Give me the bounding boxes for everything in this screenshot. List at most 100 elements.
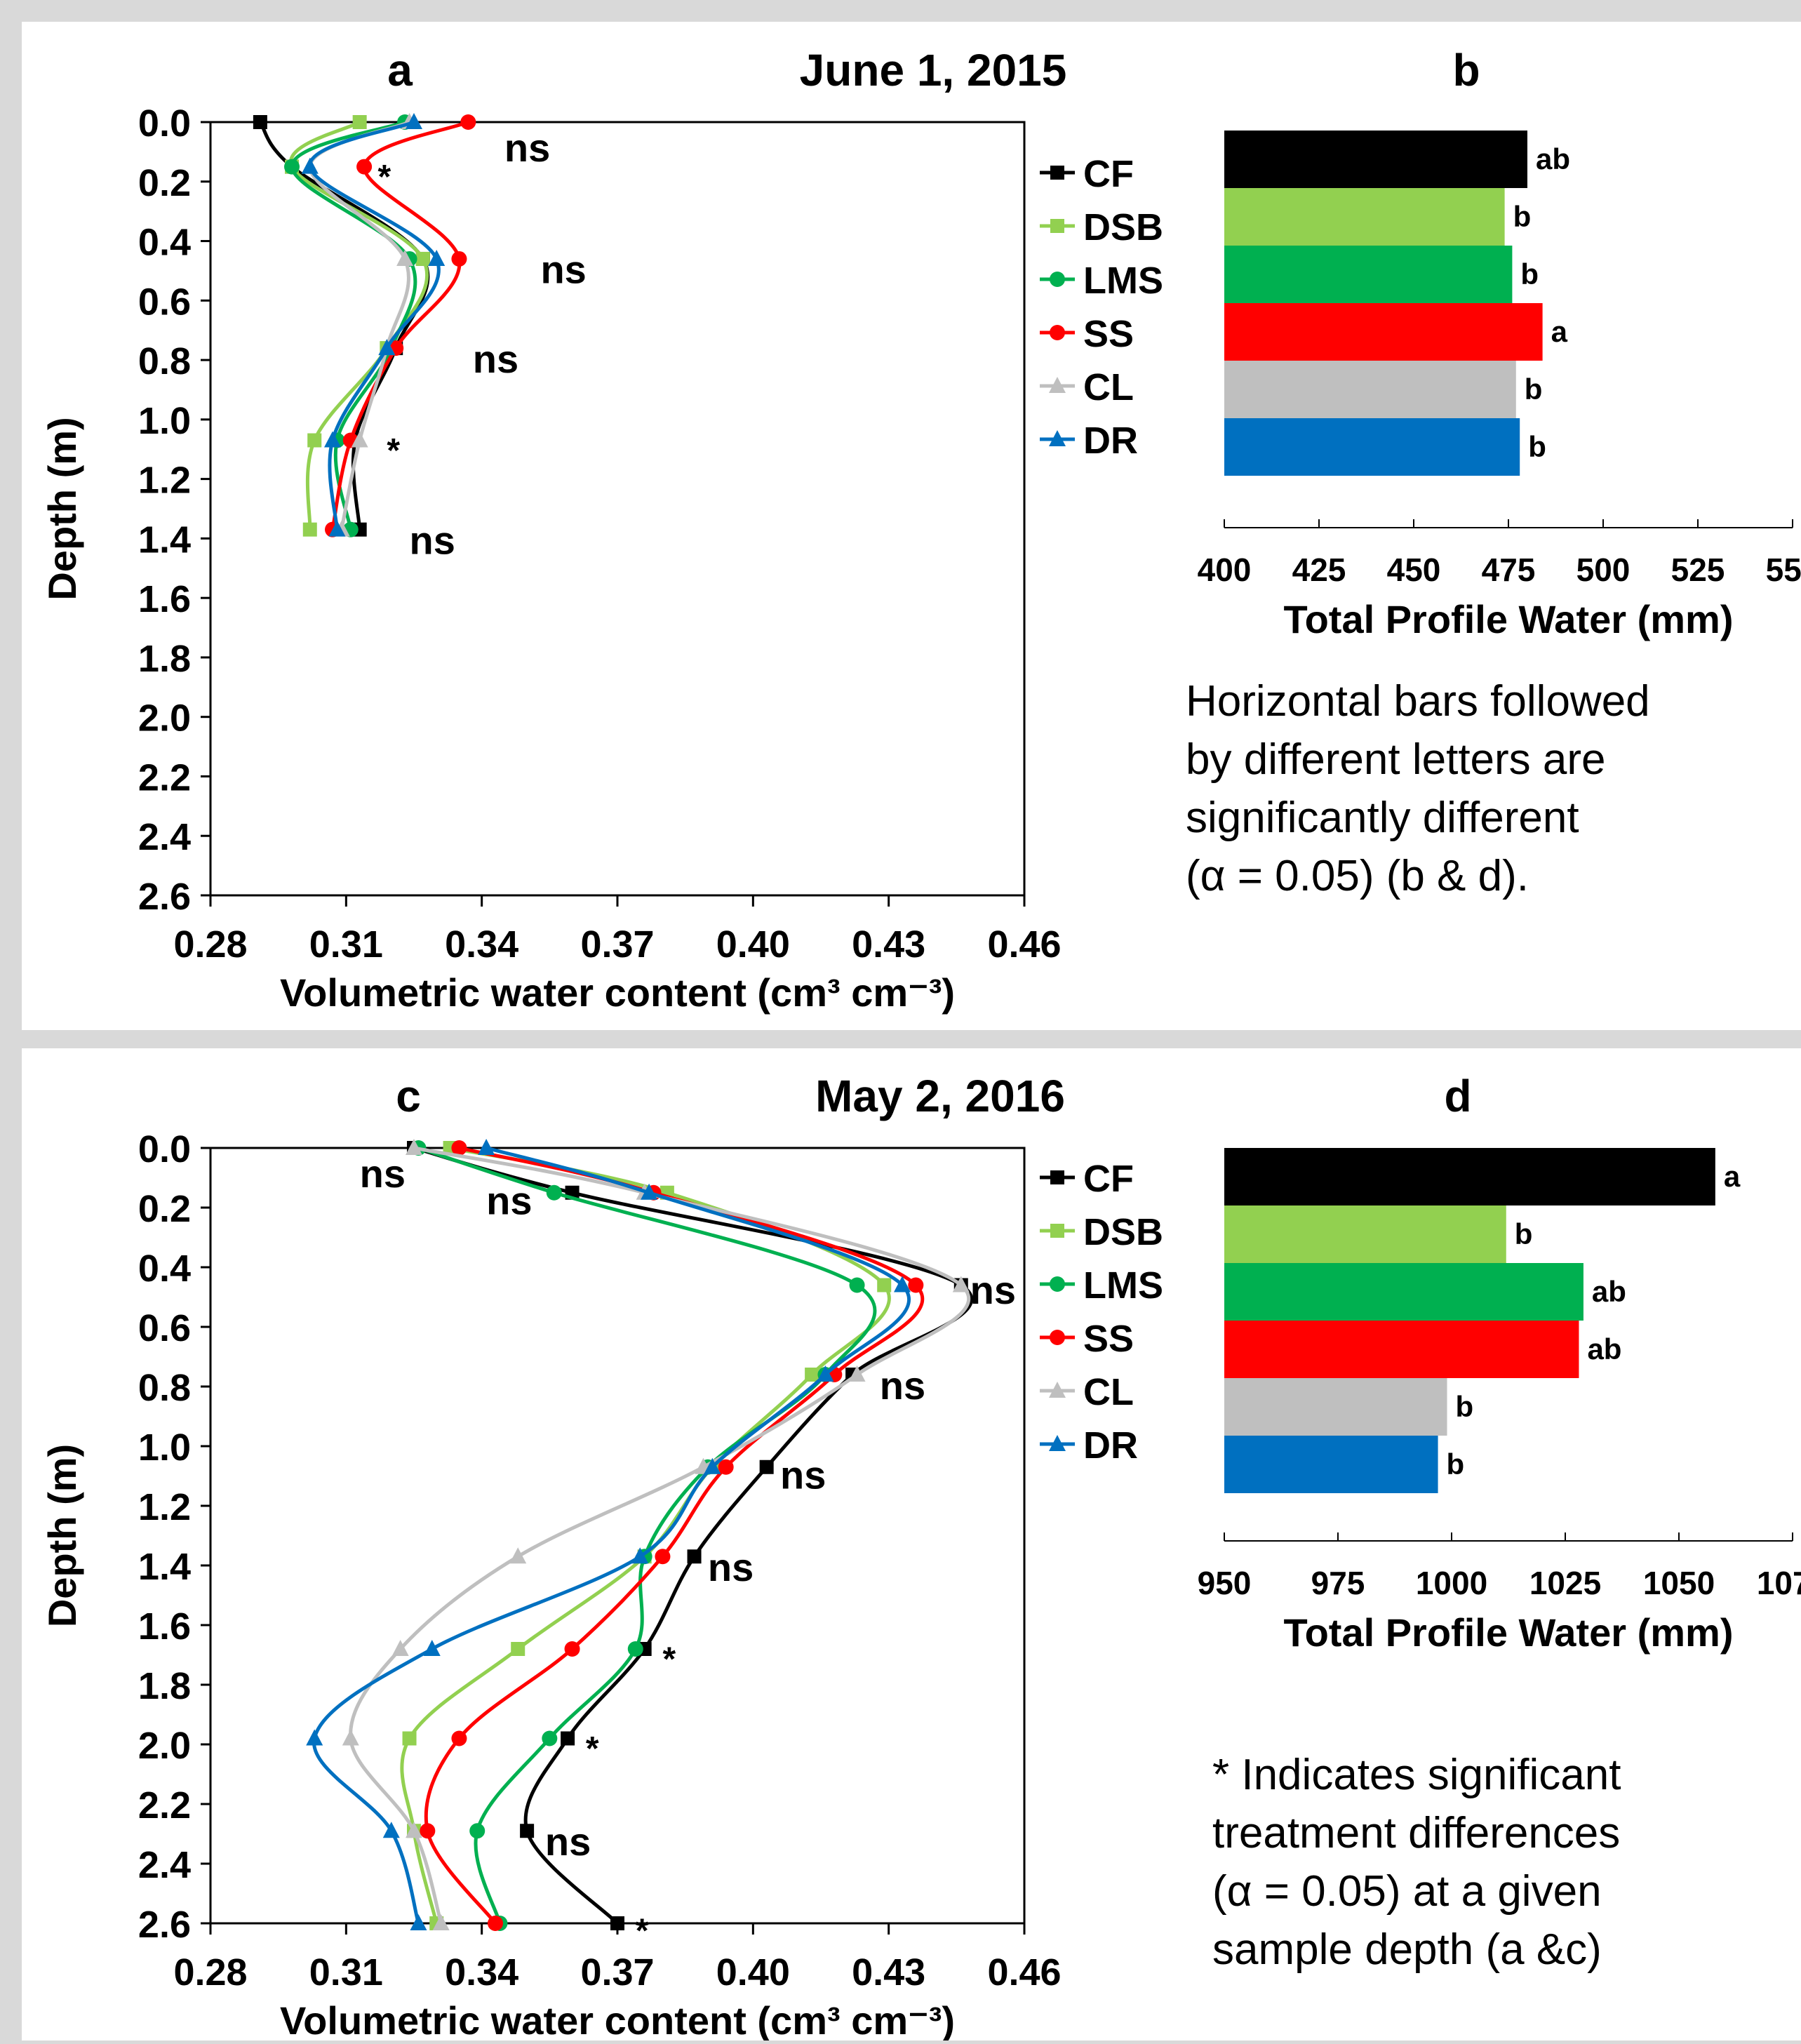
panel-c-data-point-dr: [704, 1457, 721, 1474]
panel-a-xtick-label: 0.31: [309, 923, 383, 966]
panel-b-xtick-label: 400: [1198, 552, 1252, 588]
panel-c-data-point-cl: [952, 1276, 970, 1292]
panel-c-xtick-label: 0.28: [173, 1951, 247, 1993]
panel-a-ytick-label: 1.8: [138, 638, 191, 680]
panel-a-legend-marker-dr: [1049, 430, 1066, 446]
star-note-line-4: sample depth (a &c): [1212, 1925, 1602, 1974]
panel-d-bar-label-dsb: b: [1515, 1217, 1533, 1250]
panel-c-ytick-label: 2.6: [138, 1904, 191, 1946]
bar-note: Horizontal bars followed by different le…: [1186, 677, 1650, 900]
panel-a-data-point-dsb: [352, 115, 367, 129]
panel-a-ytick-label: 2.0: [138, 697, 191, 740]
panel-a-data-point-ss: [460, 114, 476, 130]
panel-a-ytick-label: 0.2: [138, 162, 191, 204]
panel-c-ytick-label: 1.6: [138, 1605, 191, 1648]
panel-b-letter: b: [1452, 45, 1480, 95]
panel-d-bar-label-lms: ab: [1592, 1275, 1626, 1308]
panel-d-bar-cl: [1224, 1378, 1447, 1436]
panel-c-ytick-label: 2.4: [138, 1844, 191, 1886]
panel-a-data-point-dsb: [415, 251, 430, 266]
panel-a-xtick-label: 0.43: [852, 923, 925, 966]
panel-c-data-point-cf: [561, 1731, 575, 1746]
panel-c-legend-label-cl: CL: [1083, 1371, 1134, 1413]
panel-c-data-point-dr: [478, 1139, 495, 1155]
panel-d-xtick-label: 1000: [1416, 1565, 1487, 1601]
panel-c-legend-marker-cl: [1049, 1382, 1066, 1398]
star-note-line-3: (α = 0.05) at a given: [1212, 1867, 1602, 1916]
panel-a-annotation: ns: [473, 337, 518, 381]
panel-a-annotation: *: [387, 432, 400, 469]
panel-b-bar-ss: [1224, 303, 1543, 361]
panel-b-bar-label-lms: b: [1520, 258, 1539, 290]
panel-b-xtick-label: 525: [1671, 552, 1725, 588]
panel-c-legend-label-lms: LMS: [1083, 1264, 1163, 1307]
panel-c-legend-marker-dr: [1049, 1435, 1066, 1451]
panel-a-annotation: ns: [504, 126, 550, 170]
panel-a-legend-marker-lms: [1050, 272, 1065, 287]
bar-note-line-3: significantly different: [1186, 794, 1579, 842]
panel-c-data-point-dsb: [805, 1368, 819, 1382]
panel-c-data-point-lms: [849, 1277, 865, 1293]
panel-a-ytick-label: 2.2: [138, 756, 191, 799]
panel-d-bar-dsb: [1224, 1205, 1506, 1263]
panel-b-xtick-label: 500: [1576, 552, 1631, 588]
panel-c-data-point-dr: [894, 1276, 911, 1292]
panel-a-legend-label-lms: LMS: [1083, 260, 1163, 302]
panel-b-x-axis-label: Total Profile Water (mm): [1284, 597, 1734, 641]
panel-a-annotation: ns: [540, 248, 586, 292]
panel-a-legend-marker-ss: [1050, 325, 1065, 340]
panel-b-bar-label-ss: a: [1551, 315, 1568, 348]
panel-c-data-point-lms: [542, 1730, 558, 1746]
panel-c-data-point-cl: [509, 1547, 527, 1564]
panel-c-ytick-label: 2.0: [138, 1725, 191, 1767]
panel-c-data-point-ss: [655, 1549, 671, 1565]
panel-a-xtick-label: 0.34: [445, 923, 518, 966]
panel-a-annotation: *: [377, 159, 391, 196]
panel-d-bar-label-dr: b: [1447, 1448, 1465, 1481]
panel-b-bar-label-cl: b: [1525, 373, 1543, 406]
star-note-line-1: * Indicates significant: [1212, 1751, 1621, 1799]
panel-c-legend-label-cf: CF: [1083, 1158, 1134, 1200]
panel-c-ytick-label: 2.2: [138, 1784, 191, 1826]
panel-b-xtick-label: 450: [1387, 552, 1441, 588]
panel-a-ytick-label: 1.4: [138, 519, 191, 561]
panel-c-data-point-ss: [488, 1916, 503, 1931]
panel-d-bar-lms: [1224, 1263, 1584, 1321]
panel-a-ytick-label: 0.6: [138, 281, 191, 323]
panel-c-ytick-label: 1.0: [138, 1427, 191, 1469]
panel-c-data-point-ss: [564, 1641, 580, 1657]
panel-a-y-axis-label: Depth (m): [40, 417, 84, 600]
panel-a-xtick-label: 0.40: [716, 923, 790, 966]
panel-d-bar-ss: [1224, 1321, 1579, 1378]
panel-b-xtick-label: 425: [1292, 552, 1346, 588]
panel-a-data-point-dr: [378, 339, 396, 356]
panel-a-ytick-label: 2.6: [138, 876, 191, 918]
panel-c-data-point-ss: [451, 1730, 467, 1746]
panel-c-data-point-cl: [342, 1729, 359, 1746]
panel-c-annotation: ns: [970, 1268, 1016, 1312]
panel-a-data-point-ss: [356, 159, 373, 175]
panel-a-legend-marker-dsb: [1050, 219, 1064, 233]
panel-a-data-point-cf: [253, 115, 267, 129]
panel-c-xtick-label: 0.37: [580, 1951, 654, 1993]
panel-c-legend-label-ss: SS: [1083, 1318, 1134, 1360]
panel-c-letter: c: [396, 1071, 421, 1121]
panel-a-data-point-dr: [301, 157, 319, 174]
panel-c-xtick-label: 0.40: [716, 1951, 790, 1993]
panel-c-ytick-label: 0.6: [138, 1307, 191, 1349]
panel-c-data-point-lms: [546, 1184, 562, 1201]
panel-d-bar-dr: [1224, 1436, 1438, 1493]
panel-c-data-point-dsb: [511, 1642, 525, 1656]
panel-d-bar-label-ss: ab: [1587, 1332, 1621, 1365]
panel-a-legend-label-cl: CL: [1083, 366, 1134, 408]
bar-note-line-2: by different letters are: [1186, 735, 1606, 784]
panel-c-legend-marker-ss: [1050, 1330, 1065, 1345]
panel-c-xtick-label: 0.34: [445, 1951, 518, 1993]
panel-c-annotation: ns: [545, 1819, 591, 1864]
panel-a-ytick-label: 0.4: [138, 222, 191, 264]
panel-c-data-point-dr: [382, 1822, 400, 1838]
panel-d-bar-cf: [1224, 1148, 1715, 1205]
panel-c-data-point-cl: [848, 1365, 866, 1382]
panel-c-data-point-dr: [423, 1640, 441, 1656]
panel-c-data-point-lms: [469, 1823, 486, 1839]
